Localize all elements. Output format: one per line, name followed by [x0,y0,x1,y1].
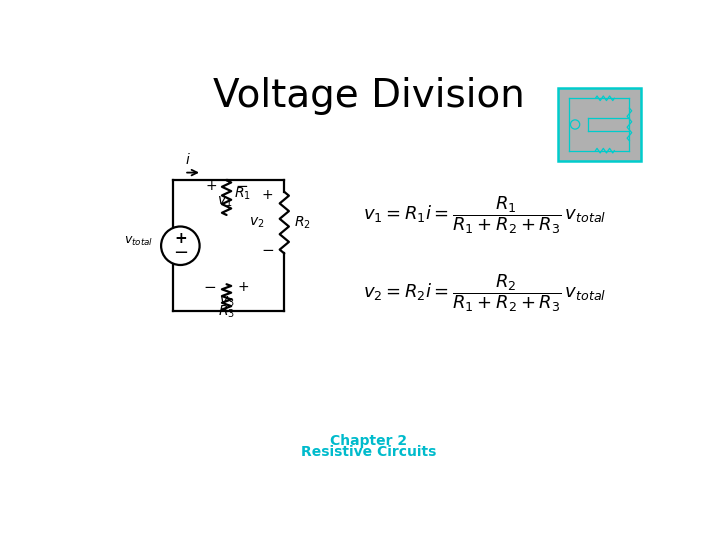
Bar [558,88,641,161]
Text: −: − [261,243,274,258]
Text: Chapter 2: Chapter 2 [330,434,408,448]
Text: $R_1$: $R_1$ [234,186,251,202]
Text: +: + [205,179,217,193]
Text: $v_{\mathregular{total}}$: $v_{\mathregular{total}}$ [124,235,153,248]
Text: $v_2 = R_2 i = \dfrac{R_2}{R_1 + R_2 + R_3}\, v_{\mathregular{total}}$: $v_2 = R_2 i = \dfrac{R_2}{R_1 + R_2 + R… [363,273,606,314]
Text: $v_1$: $v_1$ [217,194,233,208]
Text: $R_2$: $R_2$ [294,214,310,231]
Text: $v_1 = R_1 i = \dfrac{R_1}{R_1 + R_2 + R_3}\, v_{\mathregular{total}}$: $v_1 = R_1 i = \dfrac{R_1}{R_1 + R_2 + R… [363,194,606,236]
Bar [558,88,641,161]
Text: +: + [238,280,249,294]
Text: −: − [235,179,248,194]
Text: Voltage Division: Voltage Division [213,77,525,114]
Text: +: + [174,231,186,246]
Text: −: − [173,244,188,262]
Text: +: + [261,188,273,202]
Text: $v_2$: $v_2$ [249,215,264,230]
Text: $v_3$: $v_3$ [219,295,234,309]
Text: $i$: $i$ [185,152,191,167]
Text: $R_3$: $R_3$ [218,303,235,320]
Text: Resistive Circuits: Resistive Circuits [301,445,437,459]
Text: −: − [203,280,216,295]
